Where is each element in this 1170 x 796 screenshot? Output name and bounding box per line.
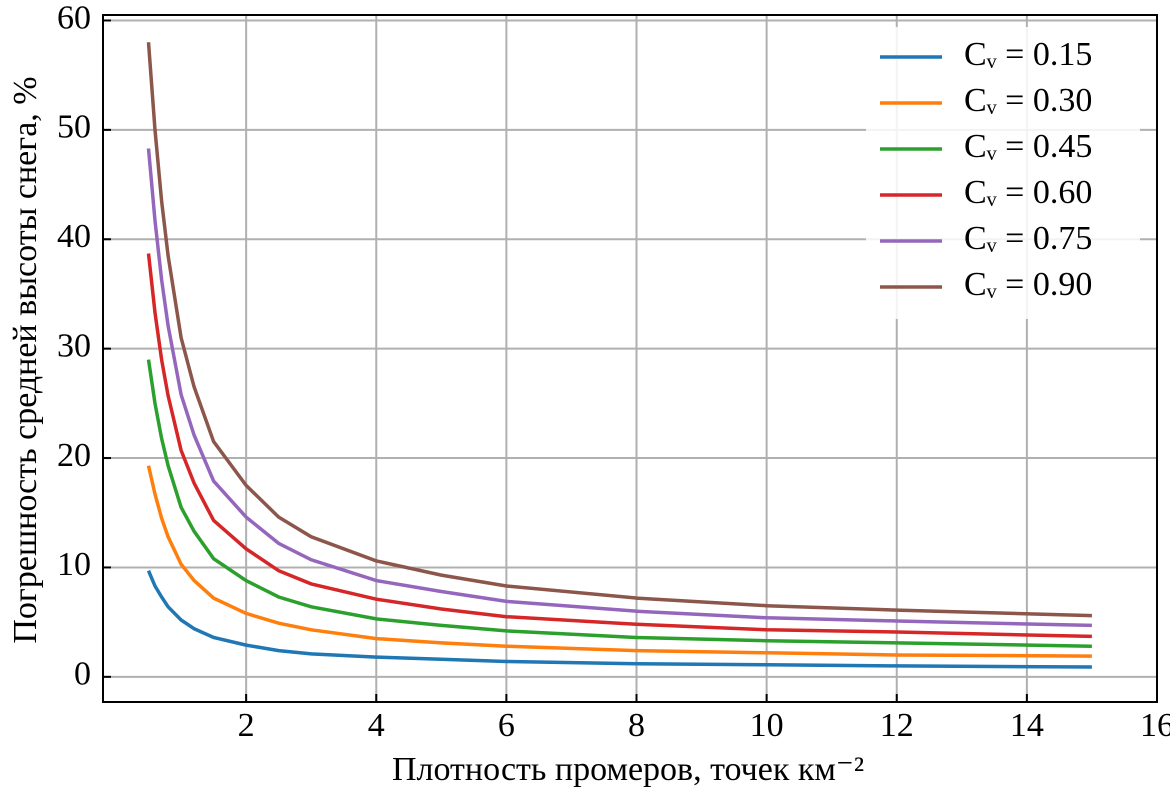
legend-label: Cᵥ = 0.75 xyxy=(964,220,1092,257)
line-series xyxy=(146,570,1092,669)
y-tick-label: 10 xyxy=(57,546,91,583)
legend-box xyxy=(866,27,1140,319)
y-axis-label: Погрешность средней высоты снега, % xyxy=(7,76,44,643)
y-tick-label: 0 xyxy=(74,656,91,693)
x-tick-label: 6 xyxy=(498,707,515,744)
line-series xyxy=(146,253,1092,639)
legend-label: Cᵥ = 0.45 xyxy=(964,128,1092,165)
y-tick-label: 40 xyxy=(57,218,91,255)
legend-label: Cᵥ = 0.30 xyxy=(964,82,1092,119)
line-series xyxy=(146,465,1092,658)
line-series xyxy=(146,148,1092,628)
line-series xyxy=(146,359,1092,648)
y-tick-label: 30 xyxy=(57,327,91,364)
y-tick-label: 60 xyxy=(57,0,91,36)
y-tick-label: 20 xyxy=(57,437,91,474)
x-tick-label: 4 xyxy=(368,707,385,744)
x-tick-label: 2 xyxy=(238,707,255,744)
legend-label: Cᵥ = 0.60 xyxy=(964,174,1092,211)
legend-label: Cᵥ = 0.90 xyxy=(964,266,1092,303)
legend-label: Cᵥ = 0.15 xyxy=(964,36,1092,73)
x-axis-label: Плотность промеров, точек км⁻² xyxy=(392,751,864,788)
y-tick-label: 50 xyxy=(57,109,91,146)
x-tick-label: 16 xyxy=(1140,707,1170,744)
x-tick-label: 14 xyxy=(1010,707,1044,744)
line-series xyxy=(146,42,1092,618)
x-tick-label: 8 xyxy=(628,707,645,744)
x-tick-label: 12 xyxy=(880,707,914,744)
x-tick-label: 10 xyxy=(750,707,784,744)
plot-frame xyxy=(102,14,1158,703)
